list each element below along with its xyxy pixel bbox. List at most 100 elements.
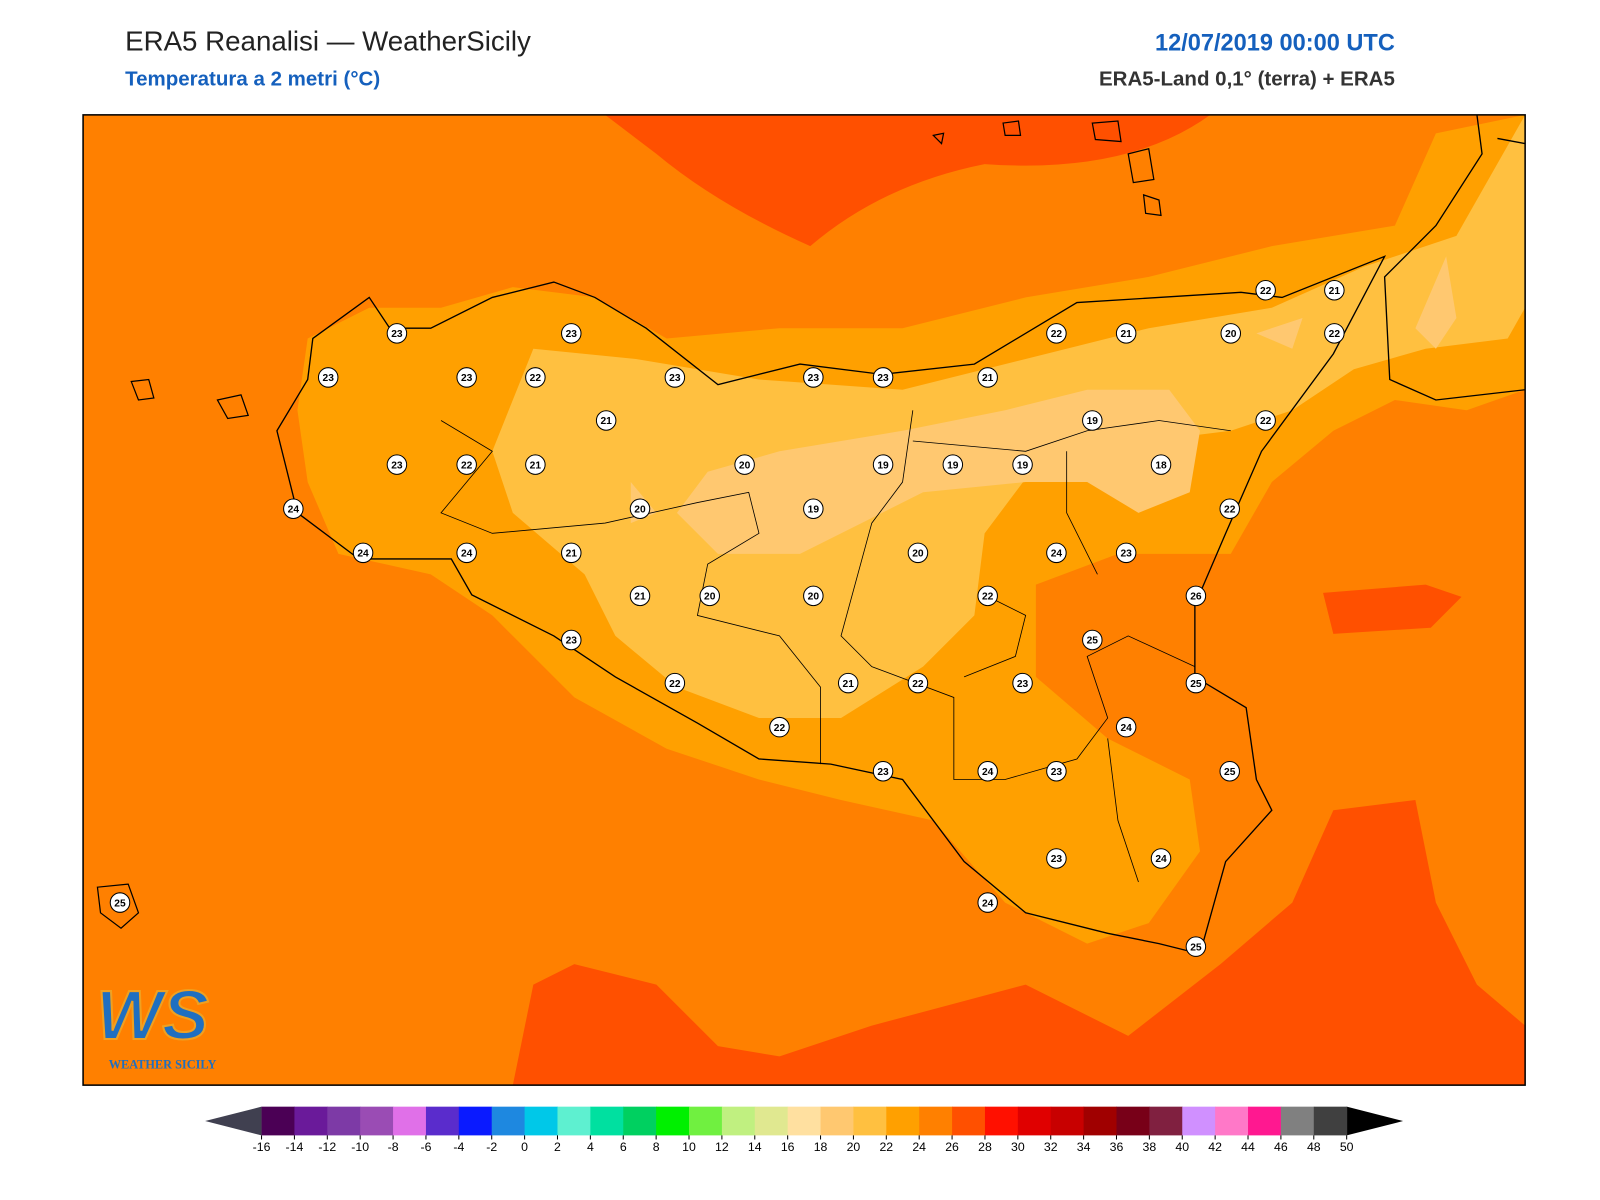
color-bin <box>721 1106 756 1136</box>
over-triangle <box>1346 1106 1404 1136</box>
tick-label: -12 <box>318 1140 336 1154</box>
station-value: 23 <box>877 767 889 778</box>
color-bin <box>984 1106 1019 1136</box>
map-frame <box>82 114 1526 1086</box>
station-value: 23 <box>566 636 578 647</box>
color-bin <box>754 1106 789 1136</box>
station-value: 24 <box>982 898 994 909</box>
station-marker <box>352 542 374 564</box>
station-value: 23 <box>1017 679 1029 690</box>
logo-name: WEATHER SICILY <box>109 1057 217 1071</box>
station-marker <box>837 672 859 694</box>
station-marker <box>1012 672 1033 694</box>
tick-label: 36 <box>1110 1140 1124 1154</box>
station-value: 23 <box>1051 767 1063 778</box>
station-value: 19 <box>1017 460 1029 471</box>
station-value: 20 <box>739 460 751 471</box>
coolest-area <box>630 256 1457 554</box>
station-value: 20 <box>1225 329 1237 340</box>
station-value: 22 <box>1051 329 1063 340</box>
tick-label: 12 <box>715 1140 729 1154</box>
station-marker <box>1219 498 1240 519</box>
station-value: 22 <box>1260 286 1272 297</box>
tick-label: 18 <box>814 1140 828 1154</box>
tick-label: 44 <box>1241 1140 1255 1154</box>
station-value: 22 <box>1260 416 1272 427</box>
station-marker <box>561 542 582 564</box>
station-marker <box>1185 672 1207 694</box>
station-marker <box>907 672 929 694</box>
station-value: 19 <box>877 460 889 471</box>
color-bin <box>820 1106 854 1136</box>
color-bin <box>689 1106 723 1136</box>
station-value: 23 <box>669 373 681 384</box>
station-value: 23 <box>566 329 578 340</box>
color-bin <box>590 1106 624 1136</box>
station-marker <box>456 542 477 564</box>
station-marker <box>1115 323 1137 344</box>
station-value: 25 <box>1087 636 1099 647</box>
station-value: 25 <box>1190 942 1202 953</box>
station-value: 21 <box>982 373 994 384</box>
station-marker <box>561 323 582 344</box>
color-bin <box>294 1106 328 1136</box>
station-marker <box>317 367 339 388</box>
station-marker <box>1012 454 1033 475</box>
station-value: 22 <box>1329 329 1341 340</box>
tick-label: 42 <box>1208 1140 1222 1154</box>
color-bin <box>261 1106 295 1136</box>
tick-label: 40 <box>1175 1140 1189 1154</box>
station-value: 21 <box>843 679 855 690</box>
tick-label: 10 <box>682 1140 696 1154</box>
color-bin <box>1248 1106 1282 1136</box>
station-marker <box>1255 279 1276 301</box>
station-value: 20 <box>704 592 716 603</box>
tick-label: 4 <box>587 1140 594 1154</box>
station-value: 19 <box>808 504 820 515</box>
station-marker <box>456 454 477 475</box>
color-bin <box>1083 1106 1118 1136</box>
station-value: 22 <box>461 460 473 471</box>
tick-label: 30 <box>1011 1140 1025 1154</box>
station-marker <box>525 367 546 388</box>
station-marker <box>1255 410 1276 431</box>
station-marker <box>872 367 894 388</box>
station-value: 23 <box>461 373 473 384</box>
tick-label: 26 <box>945 1140 959 1154</box>
station-marker <box>525 454 546 475</box>
station-value: 24 <box>1051 549 1063 560</box>
color-bin <box>557 1106 591 1136</box>
stations: 23 23 22 21 20 22 22 21 23 23 22 23 23 23 21 21 19 22 23 22… <box>109 279 1345 957</box>
station-value: 23 <box>1120 549 1132 560</box>
station-value: 22 <box>912 679 924 690</box>
color-bin <box>458 1106 493 1136</box>
color-bin <box>787 1106 822 1136</box>
station-value: 21 <box>530 460 542 471</box>
tick-label: -14 <box>286 1140 304 1154</box>
station-value: 23 <box>391 460 403 471</box>
islands <box>96 120 1162 929</box>
tick-label: 14 <box>748 1140 762 1154</box>
station-marker <box>1046 761 1067 782</box>
station-value: 24 <box>288 504 300 515</box>
station-value: 24 <box>1120 723 1132 734</box>
warm-area <box>1323 584 1462 634</box>
station-marker <box>386 454 408 475</box>
station-marker <box>872 454 894 475</box>
station-value: 23 <box>877 373 889 384</box>
color-bin <box>623 1106 657 1136</box>
tick-label: 32 <box>1044 1140 1058 1154</box>
station-marker <box>734 454 755 475</box>
calabria-coast <box>1383 114 1526 401</box>
tick-label: -16 <box>253 1140 271 1154</box>
under-triangle <box>205 1106 262 1136</box>
station-value: 24 <box>461 549 473 560</box>
station-marker <box>1150 454 1172 475</box>
color-bin <box>1280 1106 1315 1136</box>
station-value: 23 <box>323 373 335 384</box>
color-bin <box>1215 1106 1249 1136</box>
station-value: 24 <box>982 767 994 778</box>
datetime: 12/07/2019 00:00 UTC <box>1155 29 1395 55</box>
tick-label: 6 <box>620 1140 627 1154</box>
station-marker <box>1324 279 1345 301</box>
